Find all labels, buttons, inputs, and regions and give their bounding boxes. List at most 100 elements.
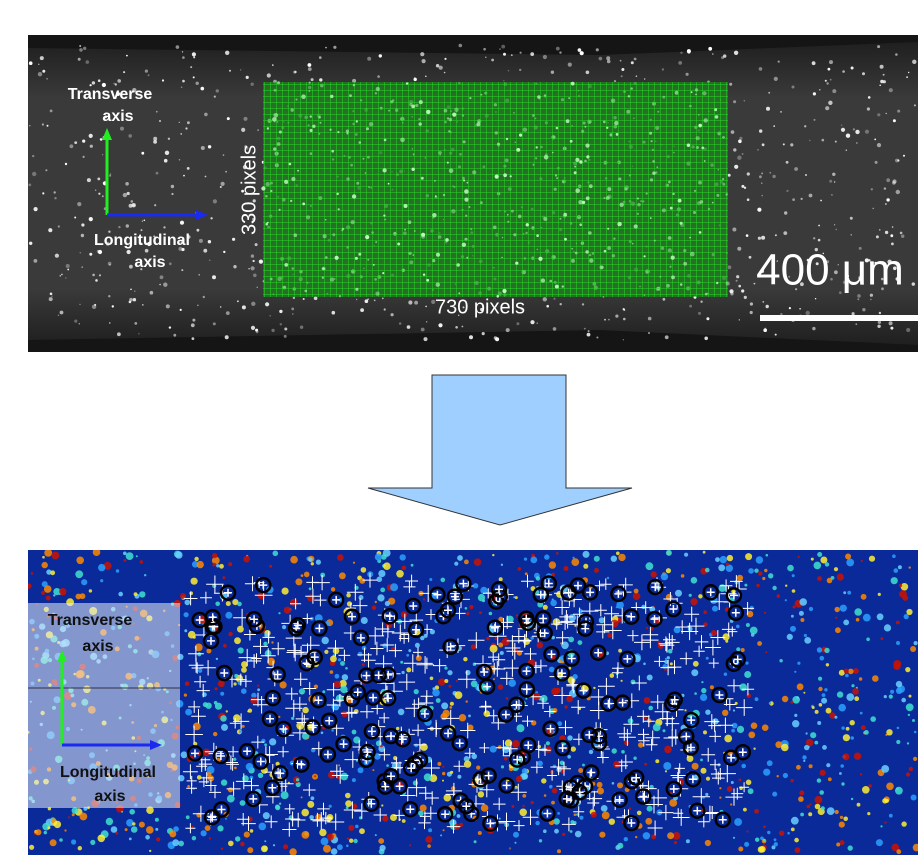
hotspot xyxy=(551,801,555,805)
hotspot xyxy=(794,714,797,717)
speckle xyxy=(733,148,736,151)
hotspot xyxy=(217,825,223,831)
speckle xyxy=(903,155,905,157)
speckle xyxy=(571,82,575,86)
speckle xyxy=(815,298,816,299)
hotspot xyxy=(471,754,477,760)
speckle xyxy=(205,176,207,178)
hotspot xyxy=(785,585,787,587)
hotspot xyxy=(901,698,906,703)
hotspot xyxy=(748,732,755,739)
hotspot xyxy=(731,781,734,784)
speckle xyxy=(678,199,682,203)
hotspot xyxy=(787,565,794,572)
hotspot xyxy=(301,796,303,798)
speckle xyxy=(352,194,356,198)
hotspot xyxy=(557,721,562,726)
speckle xyxy=(407,325,411,329)
hotspot xyxy=(655,759,659,763)
speckle xyxy=(445,238,449,242)
hotspot xyxy=(247,710,249,712)
hotspot xyxy=(89,589,92,592)
hotspot xyxy=(700,694,707,701)
speckle xyxy=(455,326,458,329)
hotspot xyxy=(798,796,804,802)
speckle xyxy=(801,198,803,200)
speckle xyxy=(213,199,217,203)
hotspot xyxy=(543,605,548,610)
speckle xyxy=(637,198,639,200)
hotspot xyxy=(624,740,629,745)
speckle xyxy=(895,53,898,56)
hotspot xyxy=(845,554,851,560)
hotspot xyxy=(131,826,138,833)
hotspot xyxy=(790,701,793,704)
speckle xyxy=(193,76,195,78)
hotspot xyxy=(517,724,525,732)
speckle xyxy=(680,283,683,286)
hotspot xyxy=(537,642,543,648)
speckle xyxy=(425,76,427,78)
hotspot xyxy=(815,710,819,714)
speckle xyxy=(892,179,896,183)
hotspot xyxy=(492,554,494,556)
hotspot xyxy=(338,658,341,661)
hotspot xyxy=(444,667,447,670)
hotspot xyxy=(234,674,238,678)
speckle xyxy=(382,272,384,274)
hotspot xyxy=(334,681,341,688)
speckle xyxy=(365,299,369,303)
hotspot xyxy=(538,745,541,748)
down-arrow xyxy=(368,375,632,525)
hotspot xyxy=(787,634,793,640)
speckle xyxy=(617,222,621,226)
hotspot xyxy=(763,839,766,842)
hotspot xyxy=(386,764,389,767)
hotspot xyxy=(512,740,520,748)
speckle xyxy=(789,307,791,309)
speckle xyxy=(148,74,150,76)
hotspot xyxy=(843,620,849,626)
speckle xyxy=(495,131,498,134)
hotspot xyxy=(712,606,718,612)
hotspot xyxy=(701,681,703,683)
speckle xyxy=(80,252,82,254)
hotspot xyxy=(744,584,747,587)
hotspot xyxy=(839,772,842,775)
speckle xyxy=(112,305,114,307)
hotspot xyxy=(207,772,212,777)
speckle xyxy=(893,119,896,122)
speckle xyxy=(491,59,494,62)
hotspot xyxy=(902,595,908,601)
hotspot xyxy=(233,714,241,722)
hotspot xyxy=(746,780,752,786)
hotspot xyxy=(746,623,750,627)
speckle xyxy=(744,296,747,299)
speckle xyxy=(89,253,92,256)
hotspot xyxy=(457,555,463,561)
speckle xyxy=(637,203,640,206)
hotspot xyxy=(769,702,771,704)
hotspot xyxy=(228,787,233,792)
hotspot xyxy=(906,609,912,615)
axis-label: Transverse xyxy=(48,612,133,629)
hotspot xyxy=(665,658,667,660)
hotspot xyxy=(705,568,710,573)
speckle xyxy=(853,128,855,130)
hotspot xyxy=(727,786,733,792)
hotspot xyxy=(339,572,346,579)
hotspot xyxy=(216,658,218,660)
speckle xyxy=(438,323,442,327)
speckle xyxy=(369,122,373,126)
speckle xyxy=(293,297,295,299)
speckle xyxy=(506,138,508,140)
speckle xyxy=(836,229,837,230)
hotspot xyxy=(796,765,801,770)
hotspot xyxy=(825,562,829,566)
speckle xyxy=(747,172,750,175)
hotspot xyxy=(635,836,637,838)
hotspot xyxy=(651,571,657,577)
hotspot xyxy=(145,835,150,840)
hotspot xyxy=(375,834,377,836)
speckle xyxy=(820,200,822,202)
